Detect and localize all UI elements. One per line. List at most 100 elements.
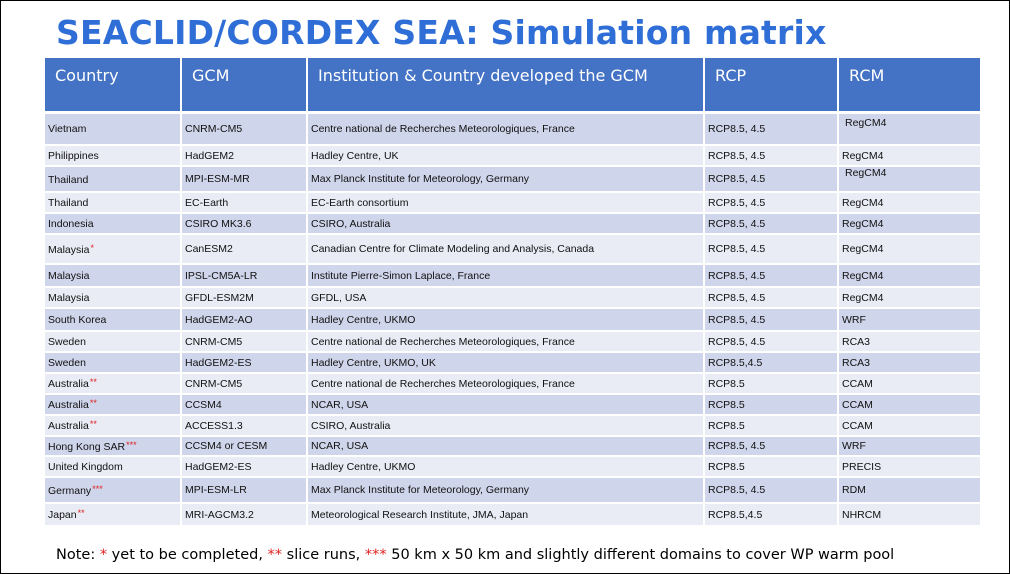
- cell-country: Thailand: [45, 166, 182, 193]
- cell-rcp-text: RCP8.5, 4.5: [708, 335, 766, 348]
- cell-rcp: RCP8.5, 4.5: [704, 166, 839, 193]
- cell-country: Australia**: [45, 415, 182, 437]
- cell-rcp-text: RCP8.5: [708, 398, 745, 411]
- cell-rcm: WRF: [838, 308, 982, 332]
- cell-institution: Canadian Centre for Climate Modeling and…: [307, 234, 705, 265]
- cell-institution-text: Centre national de Recherches Meteorolog…: [311, 377, 575, 390]
- cell-rcm-text: RDM: [842, 484, 866, 496]
- cell-country: Sweden: [45, 352, 182, 374]
- cell-institution-text: EC-Earth consortium: [311, 196, 409, 209]
- cell-gcm-text: MPI-ESM-LR: [185, 484, 247, 496]
- cell-rcm: PRECIS: [838, 456, 982, 478]
- cell-marker: **: [89, 419, 97, 429]
- cell-country: Indonesia: [45, 213, 182, 235]
- cell-institution-text: Hadley Centre, UKMO: [311, 313, 416, 326]
- cell-rcp: RCP8.5: [704, 456, 839, 478]
- table-row: Indonesia CSIRO MK3.6 CSIRO, Australia RCP8…: [45, 213, 982, 235]
- cell-rcp-text: RCP8.5: [708, 460, 745, 473]
- cell-rcp: RCP8.5, 4.5: [704, 110, 839, 146]
- cell-country: Philippines: [45, 145, 182, 167]
- cell-institution-text: CSIRO, Australia: [311, 217, 391, 230]
- cell-country: Malaysia*: [45, 234, 182, 265]
- cell-country: Germany***: [45, 477, 182, 504]
- cell-gcm-text: HadGEM2-ES: [185, 460, 252, 473]
- cell-rcm: RegCM4: [838, 213, 982, 235]
- cell-gcm: MPI-ESM-MR: [181, 166, 308, 193]
- cell-institution: Hadley Centre, UKMO: [307, 308, 705, 332]
- cell-institution-text: NCAR, USA: [311, 440, 369, 452]
- cell-rcp: RCP8.5, 4.5: [704, 192, 839, 214]
- cell-rcp-text: RCP8.5, 4.5: [708, 217, 766, 230]
- cell-gcm: CNRM-CM5: [181, 373, 308, 395]
- cell-institution: GFDL, USA: [307, 287, 705, 309]
- cell-country-text: Japan: [48, 509, 77, 521]
- cell-institution: Centre national de Recherches Meteorolog…: [307, 373, 705, 395]
- cell-institution: Centre national de Recherches Meteorolog…: [307, 110, 705, 146]
- note-text-2: slice runs,: [282, 547, 365, 563]
- cell-rcm-text: CCAM: [842, 398, 873, 411]
- cell-gcm: CanESM2: [181, 234, 308, 265]
- table-row: Thailand EC-Earth EC-Earth consortium RCP8.…: [45, 192, 982, 214]
- cell-rcm-text: RCA3: [842, 335, 871, 348]
- cell-gcm-text: CSIRO MK3.6: [185, 217, 252, 230]
- cell-gcm: CNRM-CM5: [181, 110, 308, 146]
- cell-rcp-text: RCP8.5, 4.5: [708, 440, 766, 452]
- cell-institution-text: Centre national de Recherches Meteorolog…: [311, 335, 575, 348]
- cell-rcp-text: RCP8.5, 4.5: [708, 269, 766, 282]
- cell-institution-text: NCAR, USA: [311, 398, 369, 411]
- cell-gcm: HadGEM2-ES: [181, 456, 308, 478]
- cell-rcm-text: CCAM: [842, 377, 873, 390]
- cell-gcm-text: GFDL-ESM2M: [185, 291, 254, 304]
- header-rcp: RCP: [704, 58, 839, 112]
- cell-country: Australia**: [45, 394, 182, 416]
- cell-institution: NCAR, USA: [307, 394, 705, 416]
- cell-rcp-text: RCP8.5,4.5: [708, 356, 763, 369]
- table-row: Hong Kong SAR*** CCSM4 or CESM NCAR, USA RC…: [45, 436, 982, 457]
- cell-rcm-text: RegCM4: [845, 167, 887, 179]
- cell-rcm: RegCM4: [838, 264, 982, 288]
- cell-institution: Centre national de Recherches Meteorolog…: [307, 331, 705, 353]
- note-mark-1: *: [99, 547, 108, 563]
- table-row: Australia** CCSM4 NCAR, USA RCP8.5 CCAM: [45, 394, 982, 416]
- cell-rcm: RCA3: [838, 352, 982, 374]
- table-row: United Kingdom HadGEM2-ES Hadley Centre, U…: [45, 456, 982, 478]
- cell-gcm-text: CCSM4: [185, 398, 222, 411]
- cell-institution-text: Canadian Centre for Climate Modeling and…: [311, 243, 595, 255]
- cell-rcm: NHRCM: [838, 503, 982, 527]
- cell-rcm: RCA3: [838, 331, 982, 353]
- cell-marker: *: [90, 242, 94, 253]
- note-mark-2: **: [267, 547, 283, 563]
- cell-gcm-text: ACCESS1.3: [185, 419, 243, 432]
- cell-rcp-text: RCP8.5,4.5: [708, 508, 763, 521]
- cell-rcm: RegCM4: [838, 234, 982, 265]
- cell-gcm: HadGEM2-ES: [181, 352, 308, 374]
- cell-gcm-text: HadGEM2: [185, 149, 235, 162]
- cell-institution: Meteorological Research Institute, JMA, …: [307, 503, 705, 527]
- cell-rcp: RCP8.5, 4.5: [704, 436, 839, 457]
- note-text-3: 50 km x 50 km and slightly different dom…: [386, 547, 895, 563]
- cell-rcp-text: RCP8.5, 4.5: [708, 149, 766, 162]
- cell-institution-text: Max Planck Institute for Meteorology, Ge…: [311, 173, 530, 185]
- cell-country-text: Germany: [48, 484, 92, 497]
- cell-country-text: Indonesia: [48, 218, 94, 230]
- cell-rcp: RCP8.5,4.5: [704, 352, 839, 374]
- cell-country-text: Australia: [48, 378, 89, 390]
- cell-marker: ***: [92, 483, 103, 494]
- cell-gcm: GFDL-ESM2M: [181, 287, 308, 309]
- cell-rcp: RCP8.5, 4.5: [704, 308, 839, 332]
- cell-rcm-text: RCA3: [842, 356, 871, 369]
- table-row: Malaysia IPSL-CM5A-LR Institute Pierre-Sim…: [45, 264, 982, 288]
- cell-gcm-text: CCSM4 or CESM: [185, 440, 268, 452]
- note-mark-3: ***: [364, 547, 387, 563]
- header-gcm: GCM: [181, 58, 308, 112]
- table-row: Australia** ACCESS1.3 CSIRO, Australia RCP8…: [45, 415, 982, 437]
- cell-country-text: Philippines: [48, 150, 99, 162]
- cell-rcm: RegCM4: [838, 192, 982, 214]
- cell-gcm: CCSM4 or CESM: [181, 436, 308, 457]
- cell-rcm: WRF: [838, 436, 982, 457]
- cell-institution-text: Hadley Centre, UKMO, UK: [311, 356, 436, 369]
- cell-gcm: MRI-AGCM3.2: [181, 503, 308, 527]
- cell-institution-text: Hadley Centre, UK: [311, 149, 399, 162]
- cell-country-text: Thailand: [48, 173, 89, 186]
